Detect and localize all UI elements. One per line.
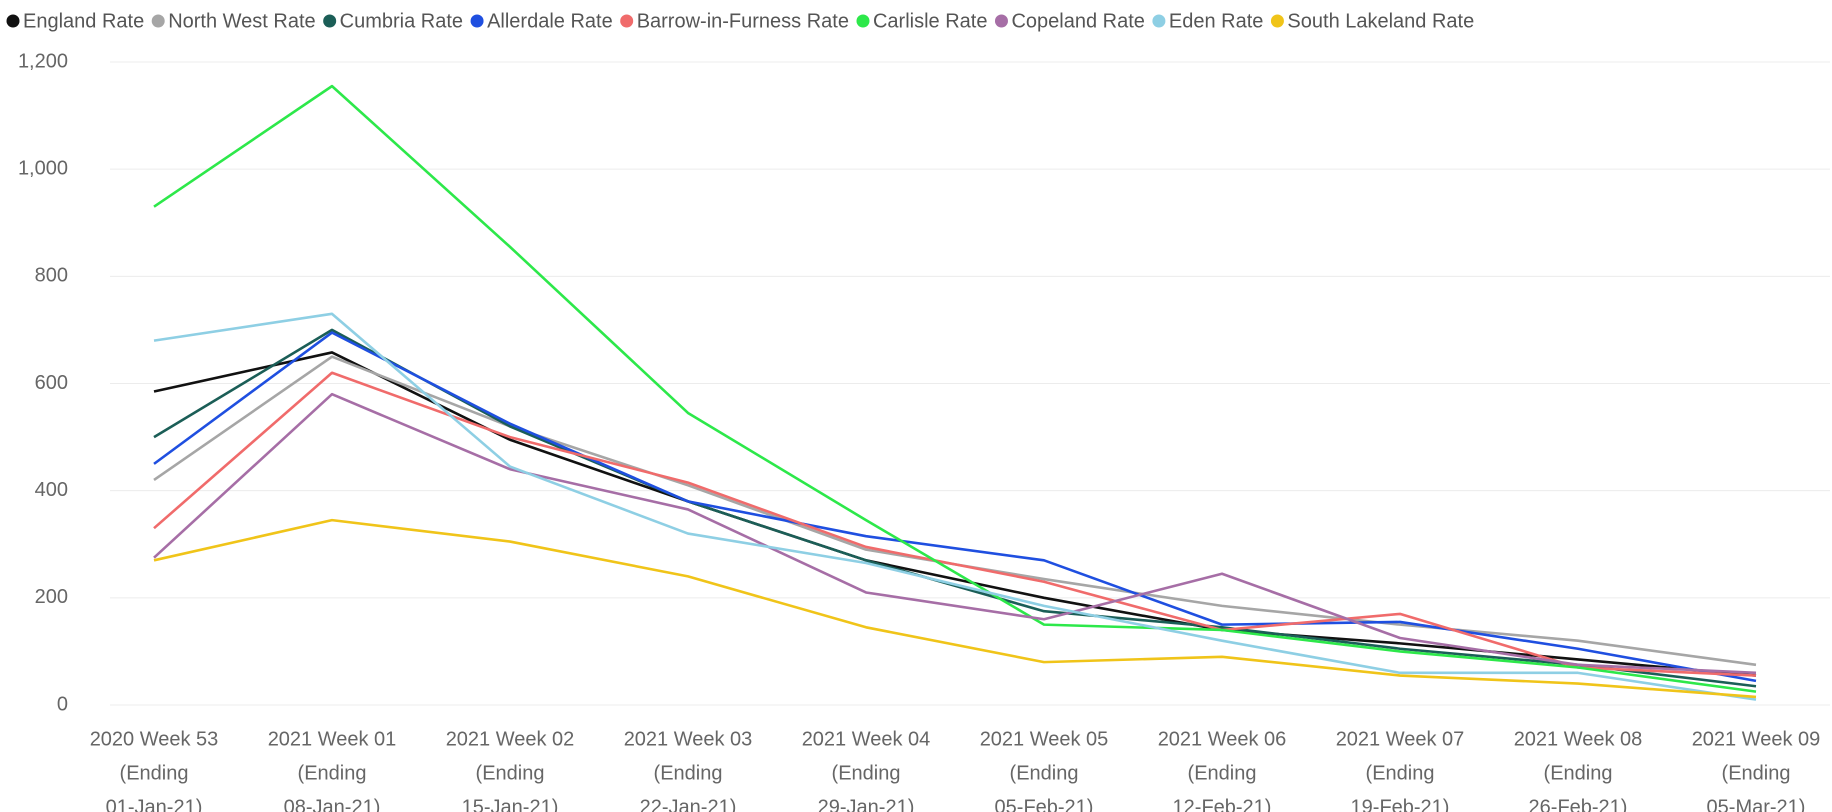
x-tick-label: 01-Jan-21)	[106, 796, 203, 812]
x-tick-label: (Ending	[120, 762, 189, 784]
x-tick-label: 2021 Week 08	[1514, 728, 1643, 750]
series-line	[153, 312, 1757, 701]
x-tick-label: (Ending	[832, 762, 901, 784]
series-line	[153, 84, 1757, 693]
x-tick-label: 08-Jan-21)	[284, 796, 381, 812]
x-tick-label: 2021 Week 05	[980, 728, 1109, 750]
legend-marker	[620, 14, 634, 28]
series-line	[153, 351, 1757, 677]
x-tick-label: (Ending	[654, 762, 723, 784]
x-tick-label: (Ending	[298, 762, 367, 784]
legend-marker	[6, 14, 20, 28]
legend-marker	[151, 14, 165, 28]
x-tick-label: (Ending	[1722, 762, 1791, 784]
x-tick-label: 2021 Week 01	[268, 728, 397, 750]
series-line	[153, 392, 1757, 675]
legend-marker	[323, 14, 337, 28]
y-tick-label: 1,000	[18, 157, 68, 179]
x-tick-label: 2021 Week 02	[446, 728, 575, 750]
y-tick-label: 200	[35, 586, 68, 608]
legend-marker	[856, 14, 870, 28]
y-tick-label: 400	[35, 479, 68, 501]
legend-label: Allerdale Rate	[487, 10, 613, 32]
x-tick-label: (Ending	[1544, 762, 1613, 784]
legend-label: Barrow-in-Furness Rate	[637, 10, 849, 32]
x-tick-label: 29-Jan-21)	[818, 796, 915, 812]
x-tick-label: (Ending	[476, 762, 545, 784]
legend-label: Eden Rate	[1169, 10, 1264, 32]
series-line	[153, 331, 1757, 683]
x-tick-label: 2021 Week 03	[624, 728, 753, 750]
x-tick-label: 2020 Week 53	[90, 728, 219, 750]
legend-marker	[1152, 14, 1166, 28]
series-line	[153, 355, 1757, 667]
x-tick-label: 15-Jan-21)	[462, 796, 559, 812]
x-tick-label: (Ending	[1188, 762, 1257, 784]
legend-label: Copeland Rate	[1011, 10, 1144, 32]
y-tick-label: 1,200	[18, 50, 68, 72]
x-tick-label: 26-Feb-21)	[1529, 796, 1628, 812]
x-tick-label: 05-Mar-21)	[1707, 796, 1806, 812]
x-tick-label: (Ending	[1366, 762, 1435, 784]
x-tick-label: 19-Feb-21)	[1351, 796, 1450, 812]
y-tick-label: 800	[35, 265, 68, 287]
legend-marker	[994, 14, 1008, 28]
legend-label: Cumbria Rate	[340, 10, 463, 32]
y-tick-label: 0	[57, 693, 68, 715]
x-tick-label: 2021 Week 06	[1158, 728, 1287, 750]
legend-marker	[1270, 14, 1284, 28]
x-tick-label: 2021 Week 07	[1336, 728, 1465, 750]
x-tick-label: 2021 Week 04	[802, 728, 931, 750]
legend-label: England Rate	[23, 10, 144, 32]
y-tick-label: 600	[35, 372, 68, 394]
legend-label: Carlisle Rate	[873, 10, 987, 32]
series-line	[153, 371, 1757, 677]
x-tick-label: 05-Feb-21)	[995, 796, 1094, 812]
x-tick-label: 12-Feb-21)	[1173, 796, 1272, 812]
series-line	[153, 518, 1757, 699]
x-tick-label: (Ending	[1010, 762, 1079, 784]
legend-marker	[470, 14, 484, 28]
x-tick-label: 2021 Week 09	[1692, 728, 1821, 750]
x-tick-label: 22-Jan-21)	[640, 796, 737, 812]
legend-label: North West Rate	[168, 10, 315, 32]
legend-label: South Lakeland Rate	[1287, 10, 1474, 32]
